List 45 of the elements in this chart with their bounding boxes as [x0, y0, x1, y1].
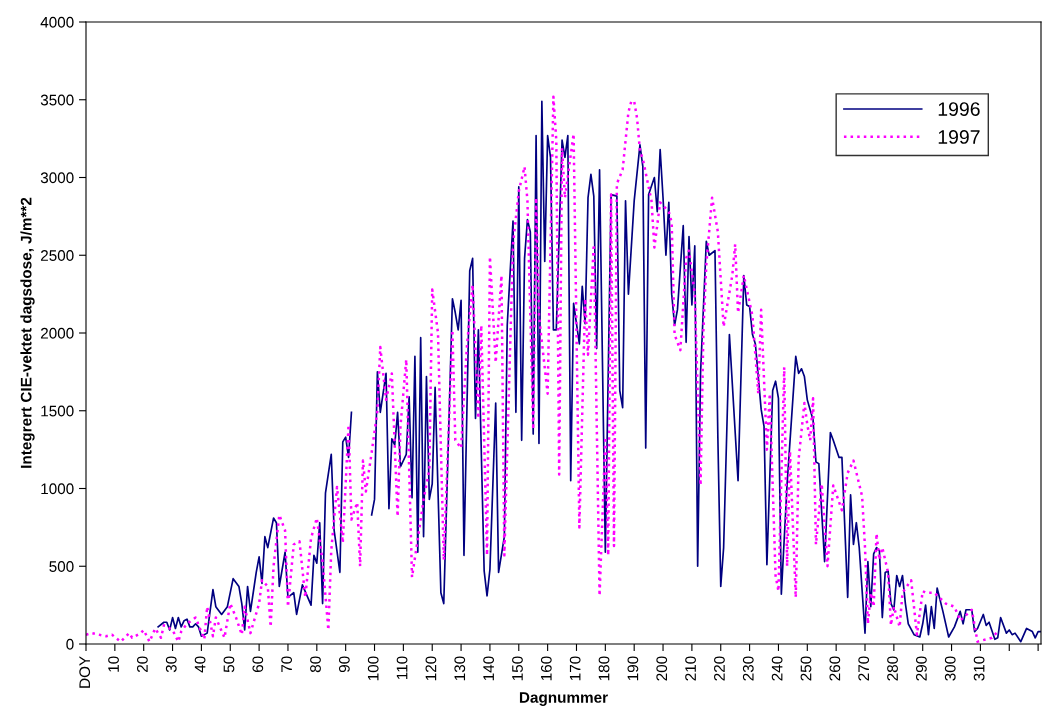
x-tick-label: 20 [136, 656, 148, 673]
x-tick-label: 160 [540, 656, 552, 681]
y-tick-label: 2500 [40, 250, 74, 261]
x-tick-label: 130 [454, 656, 466, 681]
x-tick-label: 190 [627, 656, 639, 681]
x-tick-label: 180 [598, 656, 610, 681]
x-axis-title: Dagnummer [519, 692, 608, 706]
x-tick-label: 220 [714, 656, 725, 681]
x-tick-label: 300 [944, 656, 956, 681]
x-tick-label: 80 [310, 656, 321, 673]
x-tick-label: 110 [396, 656, 408, 679]
y-tick-label: 1000 [41, 483, 74, 495]
y-tick-label: 3500 [40, 94, 74, 106]
x-tick-label: 250 [800, 656, 812, 681]
x-tick-label: 100 [367, 656, 379, 681]
y-tick-label: 4000 [40, 16, 74, 28]
x-tick-label: 150 [512, 656, 523, 681]
x-tick-label: 10 [108, 656, 119, 672]
x-tick-label: 70 [281, 656, 293, 673]
x-tick-label: 230 [742, 656, 754, 681]
x-tick-label: 290 [915, 656, 927, 681]
y-tick-label: 2000 [40, 327, 74, 339]
x-tick-label: 40 [194, 656, 206, 673]
x-tick-label: 260 [829, 656, 841, 681]
x-tick-label: 50 [223, 656, 235, 673]
y-axis-title: Integrert CIE-vektet dagsdose, J/m**2 [20, 197, 35, 468]
x-tick-label: 90 [338, 656, 350, 673]
y-tick-label: 500 [49, 561, 74, 572]
x-tick-label: 30 [165, 656, 177, 673]
x-tick-label: 310 [973, 656, 985, 681]
y-tick-label: 3000 [40, 172, 74, 184]
x-tick-label: 280 [887, 656, 898, 681]
x-tick-label: 140 [483, 656, 495, 681]
x-tick-label: DOY [79, 656, 91, 688]
y-tick-label: 1500 [41, 405, 74, 417]
x-tick-label: 120 [425, 656, 437, 681]
x-tick-label: 210 [685, 656, 696, 681]
legend-label: 1996 [938, 102, 980, 116]
x-tick-label: 60 [252, 656, 264, 673]
x-tick-label: 240 [771, 656, 783, 681]
y-tick-label: 0 [66, 638, 74, 650]
x-tick-label: 170 [569, 656, 581, 681]
x-tick-label: 270 [858, 656, 870, 681]
x-tick-label: 200 [656, 656, 668, 681]
legend-label: 1997 [938, 130, 980, 144]
